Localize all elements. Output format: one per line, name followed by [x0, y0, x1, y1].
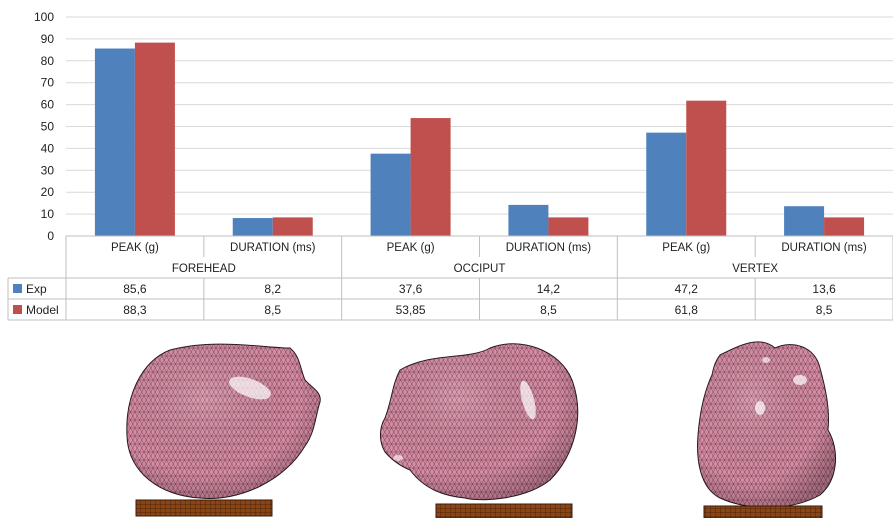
bar-model — [410, 118, 451, 236]
legend-label: Model — [26, 303, 59, 317]
y-tick-label: 70 — [41, 76, 55, 90]
data-table-cell: 14,2 — [537, 282, 561, 296]
bar-chart: 0 10 20 30 40 50 60 70 80 90 100 PEAK (g) DURATION (… — [7, 10, 893, 321]
x-tick-label: PEAK (g) — [387, 242, 435, 254]
y-tick-label: 0 — [47, 229, 54, 243]
data-table-cell: 53,85 — [396, 303, 426, 317]
x-tick-label: PEAK (g) — [662, 242, 710, 254]
data-table-cell: 8,2 — [264, 282, 281, 296]
bar-model — [134, 42, 175, 236]
bar-model — [686, 100, 727, 237]
bar-exp — [646, 132, 687, 236]
data-table-cell: 61,8 — [675, 303, 699, 317]
y-tick-label: 40 — [41, 141, 55, 155]
head-mesh-occiput-icon — [380, 343, 579, 518]
bar-model — [824, 217, 865, 236]
y-tick-label: 10 — [41, 207, 55, 221]
y-tick-label: 80 — [41, 54, 55, 68]
data-table-cell: 8,5 — [540, 303, 557, 317]
legend-swatch-model — [13, 305, 22, 314]
group-label: VERTEX — [732, 263, 778, 275]
head-mesh-forehead-icon — [126, 343, 321, 517]
x-tick-label: PEAK (g) — [111, 242, 159, 254]
data-table-cell: 13,6 — [812, 282, 836, 296]
y-tick-label: 30 — [41, 163, 55, 177]
data-table-cell: 85,6 — [123, 282, 147, 296]
bar-exp — [508, 204, 549, 236]
bar-model — [272, 217, 313, 236]
group-label: OCCIPUT — [454, 263, 506, 275]
data-table-cell: 47,2 — [675, 282, 699, 296]
x-tick-label: DURATION (ms) — [506, 242, 592, 254]
x-tick-label: DURATION (ms) — [230, 242, 316, 254]
y-tick-label: 50 — [41, 120, 55, 134]
y-tick-label: 100 — [34, 10, 54, 24]
data-table-cell: 8,5 — [816, 303, 833, 317]
legend-swatch-exp — [13, 284, 22, 293]
x-tick-label: DURATION (ms) — [781, 242, 867, 254]
data-table-cell: 37,6 — [399, 282, 423, 296]
y-tick-label: 90 — [41, 32, 55, 46]
group-label: FOREHEAD — [172, 263, 236, 275]
bar-exp — [94, 48, 135, 237]
y-tick-label: 20 — [41, 185, 55, 199]
legend-label: Exp — [26, 282, 47, 296]
data-table-cell: 8,5 — [264, 303, 281, 317]
bar-exp — [232, 218, 273, 236]
bar-exp — [784, 206, 825, 236]
head-mesh-vertex-icon — [697, 341, 837, 518]
data-table-cell: 88,3 — [123, 303, 147, 317]
bar-exp — [370, 153, 411, 236]
head-mesh-illustrations — [126, 341, 837, 518]
bar-model — [548, 217, 589, 236]
y-tick-label: 60 — [41, 98, 55, 112]
